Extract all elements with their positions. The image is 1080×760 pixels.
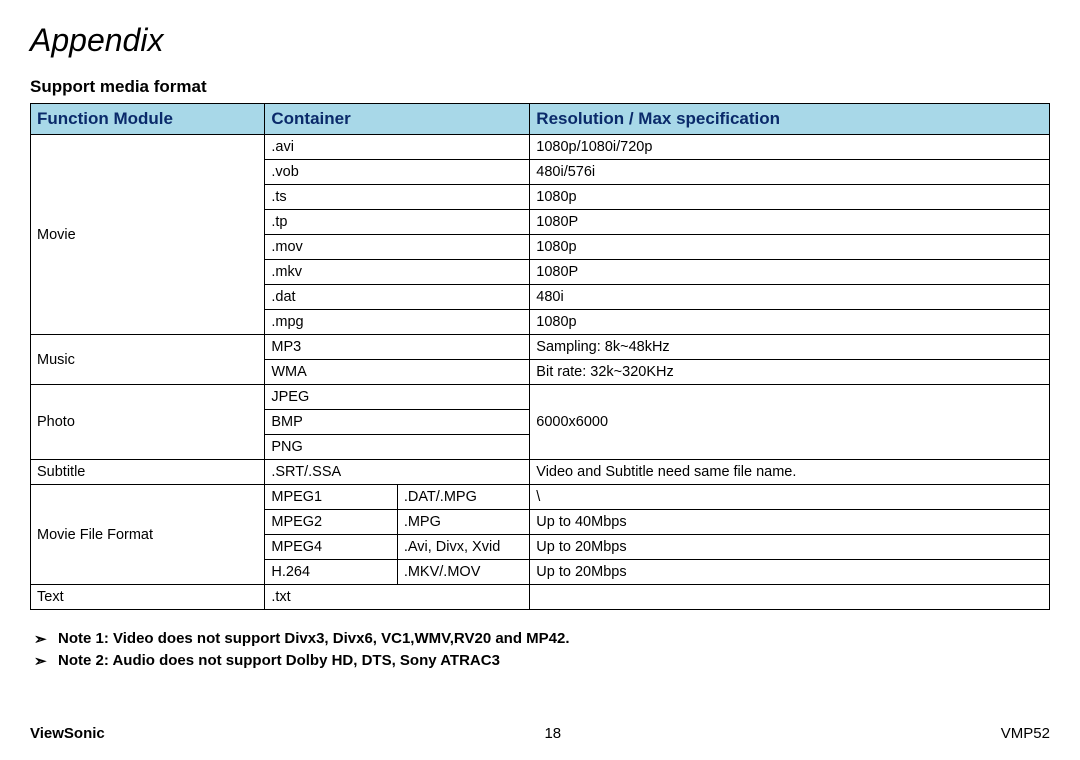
footer-model: VMP52 <box>1001 725 1050 742</box>
table-row: Text .txt <box>31 585 1050 610</box>
table-row: Movie .avi 1080p/1080i/720p <box>31 135 1050 160</box>
media-format-table: Function Module Container Resolution / M… <box>30 103 1050 610</box>
table-row: Subtitle .SRT/.SSA Video and Subtitle ne… <box>31 460 1050 485</box>
table-row: Music MP3 Sampling: 8k~48kHz <box>31 335 1050 360</box>
cell-container: JPEG <box>265 385 530 410</box>
cell-container-codec: MPEG2 <box>265 510 397 535</box>
col-function-module: Function Module <box>31 104 265 135</box>
cell-spec: 1080p <box>530 310 1050 335</box>
cell-spec: 1080p/1080i/720p <box>530 135 1050 160</box>
cell-container: WMA <box>265 360 530 385</box>
note-item: ➣ Note 2: Audio does not support Dolby H… <box>30 652 1050 670</box>
cell-spec: Up to 40Mbps <box>530 510 1050 535</box>
cell-module: Music <box>31 335 265 385</box>
cell-container: .tp <box>265 210 530 235</box>
cell-container: .dat <box>265 285 530 310</box>
cell-spec: 6000x6000 <box>530 385 1050 460</box>
cell-container-codec: H.264 <box>265 560 397 585</box>
cell-container: .mkv <box>265 260 530 285</box>
cell-container: .ts <box>265 185 530 210</box>
cell-spec <box>530 585 1050 610</box>
cell-module: Movie <box>31 135 265 335</box>
page-footer: ViewSonic 18 VMP52 <box>30 725 1050 742</box>
cell-spec: Video and Subtitle need same file name. <box>530 460 1050 485</box>
cell-container-ext: .MPG <box>397 510 529 535</box>
bullet-icon: ➣ <box>30 652 58 670</box>
cell-spec: 1080p <box>530 185 1050 210</box>
note-text: Note 1: Video does not support Divx3, Di… <box>58 630 570 647</box>
notes-section: ➣ Note 1: Video does not support Divx3, … <box>30 630 1050 670</box>
cell-container-codec: MPEG4 <box>265 535 397 560</box>
cell-container-codec: MPEG1 <box>265 485 397 510</box>
cell-spec: 480i <box>530 285 1050 310</box>
cell-spec: \ <box>530 485 1050 510</box>
note-text: Note 2: Audio does not support Dolby HD,… <box>58 652 500 669</box>
cell-spec: Up to 20Mbps <box>530 535 1050 560</box>
cell-spec: 1080P <box>530 260 1050 285</box>
cell-container: .mpg <box>265 310 530 335</box>
cell-container: .mov <box>265 235 530 260</box>
cell-spec: 1080p <box>530 235 1050 260</box>
cell-module: Subtitle <box>31 460 265 485</box>
footer-page-number: 18 <box>544 725 561 742</box>
footer-brand: ViewSonic <box>30 725 105 742</box>
col-container: Container <box>265 104 530 135</box>
table-header-row: Function Module Container Resolution / M… <box>31 104 1050 135</box>
section-subtitle: Support media format <box>30 77 1050 97</box>
cell-spec: Bit rate: 32k~320KHz <box>530 360 1050 385</box>
bullet-icon: ➣ <box>30 630 58 648</box>
cell-module: Photo <box>31 385 265 460</box>
page-title: Appendix <box>30 22 1050 59</box>
cell-container: .txt <box>265 585 530 610</box>
cell-container: MP3 <box>265 335 530 360</box>
table-row: Movie File Format MPEG1 .DAT/.MPG \ <box>31 485 1050 510</box>
cell-module: Text <box>31 585 265 610</box>
cell-container: .SRT/.SSA <box>265 460 530 485</box>
cell-module: Movie File Format <box>31 485 265 585</box>
note-item: ➣ Note 1: Video does not support Divx3, … <box>30 630 1050 648</box>
cell-container: PNG <box>265 435 530 460</box>
cell-container-ext: .DAT/.MPG <box>397 485 529 510</box>
cell-container: .avi <box>265 135 530 160</box>
cell-spec: 1080P <box>530 210 1050 235</box>
cell-container: BMP <box>265 410 530 435</box>
cell-spec: Up to 20Mbps <box>530 560 1050 585</box>
cell-spec: Sampling: 8k~48kHz <box>530 335 1050 360</box>
table-row: Photo JPEG 6000x6000 <box>31 385 1050 410</box>
cell-container: .vob <box>265 160 530 185</box>
cell-spec: 480i/576i <box>530 160 1050 185</box>
cell-container-ext: .MKV/.MOV <box>397 560 529 585</box>
col-resolution: Resolution / Max specification <box>530 104 1050 135</box>
cell-container-ext: .Avi, Divx, Xvid <box>397 535 529 560</box>
